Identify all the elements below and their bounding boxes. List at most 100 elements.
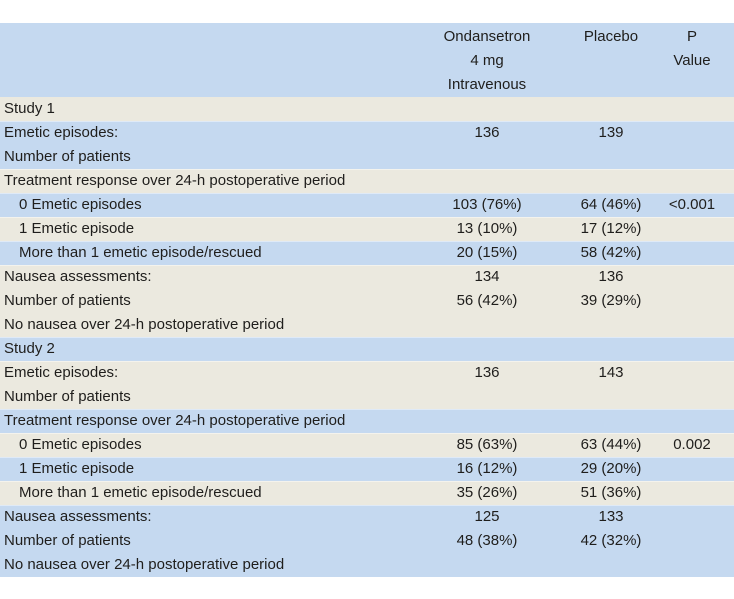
row-label: 1 Emetic episode [19, 220, 135, 237]
table-band: Treatment response over 24-h postoperati… [0, 169, 734, 193]
placebo-value: 139 [598, 124, 624, 141]
row-label: 0 Emetic episodes [19, 196, 142, 213]
placebo-value: 64 (46%) [580, 196, 642, 213]
table-band: More than 1 emetic episode/rescued 35 (26… [0, 481, 734, 505]
ondansetron-value: 20 (15%) [456, 244, 518, 261]
placebo-value: 133 [598, 508, 624, 525]
row-label: Number of patients [4, 532, 131, 549]
ondansetron-value: 56 (42%) [456, 292, 518, 309]
p-value [668, 241, 734, 265]
ondansetron-value [420, 409, 554, 433]
ondansetron-value: 125 [474, 508, 500, 525]
table-row: Number of patients [0, 385, 734, 409]
table-band: Emetic episodes: 136 143 Number of patients [0, 361, 734, 409]
p-value: <0.001 [668, 196, 716, 213]
table-row: 1 Emetic episode 13 (10%) 17 (12%) [0, 217, 734, 241]
table-row: Number of patients 56 (42%) 39 (29%) [0, 289, 734, 313]
ondansetron-value: 136 [474, 364, 500, 381]
p-value [668, 313, 734, 337]
table-row: Number of patients 48 (38%) 42 (32%) [0, 529, 734, 553]
ondansetron-value [420, 385, 554, 409]
placebo-value [554, 97, 668, 121]
row-label: Number of patients [4, 292, 131, 309]
placebo-value: 143 [598, 364, 624, 381]
ondansetron-value: 134 [474, 268, 500, 285]
ondansetron-value: 48 (38%) [456, 532, 518, 549]
table-row: 0 Emetic episodes 103 (76%) 64 (46%) <0.001 [0, 193, 734, 217]
p-value [668, 121, 734, 145]
row-label: Study 2 [4, 340, 55, 357]
p-value [668, 289, 734, 313]
row-label: Nausea assessments: [4, 508, 152, 525]
table-row: Nausea assessments: 134 136 [0, 265, 734, 289]
row-label: Emetic episodes: [4, 364, 119, 381]
table-band: 1 Emetic episode 16 (12%) 29 (20%) [0, 457, 734, 481]
row-label: More than 1 emetic episode/rescued [19, 244, 262, 261]
ondansetron-value [420, 145, 554, 169]
table-row: 1 Emetic episode 16 (12%) 29 (20%) [0, 457, 734, 481]
row-label: Treatment response over 24-h postoperati… [4, 172, 346, 189]
row-label: Number of patients [4, 388, 131, 405]
column-header-placebo: Placebo [583, 28, 639, 45]
table-row: Emetic episodes: 136 139 [0, 121, 734, 145]
row-label: Emetic episodes: [4, 124, 119, 141]
column-header-drug-dose: 4 mg [470, 52, 504, 69]
placebo-value [554, 337, 668, 361]
row-label: Nausea assessments: [4, 268, 152, 285]
table-band: Study 2 [0, 337, 734, 361]
ondansetron-value [420, 553, 554, 577]
ondansetron-value [420, 169, 554, 193]
table-row: No nausea over 24-h postoperative period [0, 313, 734, 337]
ondansetron-value [420, 313, 554, 337]
p-value [668, 145, 734, 169]
column-header-ondansetron: Ondansetron 4 mg Intravenous [420, 25, 554, 97]
p-value [668, 169, 734, 193]
ondansetron-value [420, 97, 554, 121]
column-header-drug-route: Intravenous [447, 76, 527, 93]
table-band: Nausea assessments: 125 133 Number of patie… [0, 505, 734, 577]
table-band: More than 1 emetic episode/rescued 20 (15… [0, 241, 734, 265]
p-value [668, 481, 734, 505]
placebo-value: 63 (44%) [580, 436, 642, 453]
placebo-value: 51 (36%) [580, 484, 642, 501]
ondansetron-value [420, 337, 554, 361]
placebo-value [554, 553, 668, 577]
row-label: Treatment response over 24-h postoperati… [4, 412, 346, 429]
table-band: Nausea assessments: 134 136 Number of patie… [0, 265, 734, 337]
row-label: No nausea over 24-h postoperative period [4, 556, 285, 573]
placebo-value: 29 (20%) [580, 460, 642, 477]
placebo-value [554, 169, 668, 193]
p-value [668, 337, 734, 361]
table-band: Study 1 [0, 97, 734, 121]
ondansetron-value: 85 (63%) [456, 436, 518, 453]
p-value [668, 505, 734, 529]
table-header: Ondansetron 4 mg Intravenous Placebo P V… [0, 23, 734, 97]
table-band: 0 Emetic episodes 85 (63%) 63 (44%) 0.002 [0, 433, 734, 457]
table-band: 0 Emetic episodes 103 (76%) 64 (46%) <0.001 [0, 193, 734, 217]
table-row: Number of patients [0, 145, 734, 169]
ondansetron-value: 103 (76%) [452, 196, 522, 213]
table-row: More than 1 emetic episode/rescued 20 (15… [0, 241, 734, 265]
placebo-value: 17 (12%) [580, 220, 642, 237]
row-label: Study 1 [4, 100, 55, 117]
table-band: Emetic episodes: 136 139 Number of patients [0, 121, 734, 169]
row-label: More than 1 emetic episode/rescued [19, 484, 262, 501]
table-band: 1 Emetic episode 13 (10%) 17 (12%) [0, 217, 734, 241]
table-band: Treatment response over 24-h postoperati… [0, 409, 734, 433]
table-row: 0 Emetic episodes 85 (63%) 63 (44%) 0.002 [0, 433, 734, 457]
placebo-value: 39 (29%) [580, 292, 642, 309]
p-value [668, 457, 734, 481]
row-label: No nausea over 24-h postoperative period [4, 316, 285, 333]
column-header-pvalue: P Value [673, 28, 711, 69]
table-row: Treatment response over 24-h postoperati… [0, 169, 734, 193]
study-results-table: Ondansetron 4 mg Intravenous Placebo P V… [0, 23, 734, 577]
placebo-value [554, 313, 668, 337]
placebo-value [554, 409, 668, 433]
header-spacer [0, 25, 420, 97]
ondansetron-value: 136 [474, 124, 500, 141]
table-row: Study 2 [0, 337, 734, 361]
table-row: Treatment response over 24-h postoperati… [0, 409, 734, 433]
p-value: 0.002 [673, 436, 711, 453]
placebo-value: 42 (32%) [580, 532, 642, 549]
